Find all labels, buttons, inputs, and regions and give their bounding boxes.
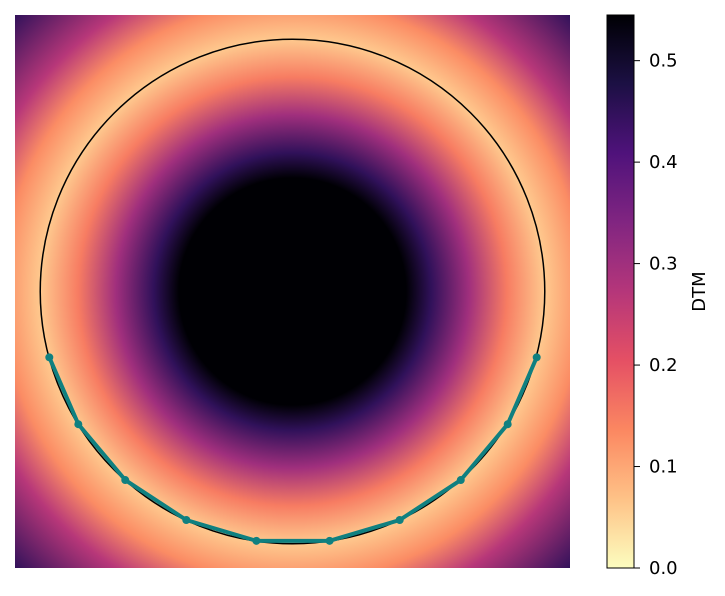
series-point xyxy=(395,515,404,524)
colorbar-tick-label: 0.1 xyxy=(649,457,678,478)
series-point xyxy=(182,515,191,524)
series-point xyxy=(74,420,83,429)
series-point xyxy=(252,536,261,545)
colorbar-tick-label: 0.0 xyxy=(649,558,678,579)
series-point xyxy=(532,353,541,362)
colorbar-tick-label: 0.2 xyxy=(649,355,678,376)
colorbar-tick-label: 0.4 xyxy=(649,152,678,173)
series-point xyxy=(325,536,334,545)
colorbar xyxy=(606,14,635,569)
series-point xyxy=(45,353,54,362)
series-point xyxy=(456,476,465,485)
colorbar-tick-label: 0.5 xyxy=(649,51,678,72)
colorbar-tick-label: 0.3 xyxy=(649,254,678,275)
reference-circle xyxy=(39,38,546,545)
series-point xyxy=(121,476,130,485)
colorbar-label: DTM xyxy=(689,271,710,311)
heatmap xyxy=(15,15,570,568)
series-point xyxy=(503,420,512,429)
series-line xyxy=(47,356,539,543)
